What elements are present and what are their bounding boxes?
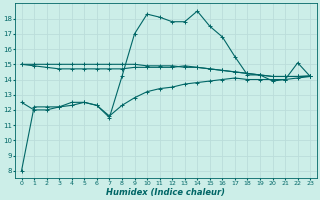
X-axis label: Humidex (Indice chaleur): Humidex (Indice chaleur) xyxy=(106,188,225,197)
